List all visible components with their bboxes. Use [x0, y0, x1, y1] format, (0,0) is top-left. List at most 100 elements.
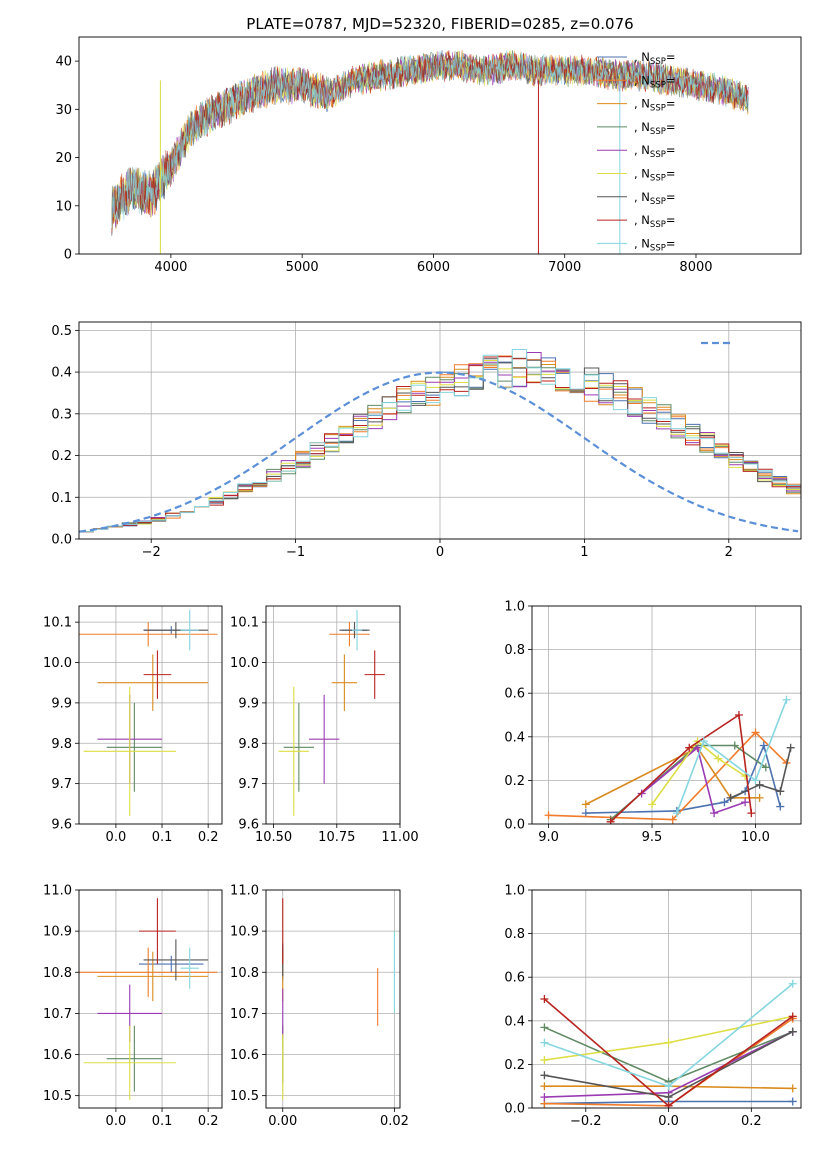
legend-nssp-prefix: , N: [634, 167, 650, 181]
x-tick-label: −1: [286, 545, 305, 560]
x-tick-label: 9.5: [642, 830, 663, 845]
y-tick-label: 9.9: [51, 696, 72, 711]
x-tick-label: 0.2: [741, 1114, 762, 1129]
legend-nssp-sub: SSP: [650, 197, 666, 207]
x-tick-label: 9.0: [538, 830, 559, 845]
legend-nssp-eq: =: [666, 97, 676, 111]
x-tick-label: 8000: [679, 260, 712, 275]
legend-nssp-eq: =: [666, 50, 676, 64]
y-tick-label: 40: [55, 55, 72, 70]
y-tick-label: 10.8: [43, 966, 72, 981]
weight-point-4-3: [741, 798, 750, 807]
legend-nssp-eq: =: [666, 143, 676, 157]
residual-hist-7: [79, 356, 801, 533]
y-tick-label: 10.9: [230, 925, 259, 940]
weight-point-0-4: [759, 741, 768, 750]
x-tick-label: −0.2: [570, 1114, 602, 1129]
legend-nssp-prefix: , N: [634, 190, 650, 204]
panel-age-vs-z: 0.0 0.1 0.2 9.6 9.7 9.8 9.9 10.0 10.1: [43, 605, 223, 845]
y-tick-label: 0.0: [504, 1102, 525, 1117]
x-tick-label: 1: [580, 545, 588, 560]
x-tick-label: 4000: [154, 260, 187, 275]
residual-hist-8: [79, 349, 801, 533]
y-tick-label: 11.0: [43, 884, 72, 899]
weight-point-8-3: [782, 695, 791, 704]
axes-frame: [531, 605, 802, 825]
y-tick-label: 0.2: [51, 449, 72, 464]
panel-weight-vs-z: −0.2 0.0 0.2 0.0 0.2 0.4 0.6 0.8 1.0: [504, 884, 802, 1129]
x-tick-label: −2: [142, 545, 161, 560]
y-tick-label: 0.1: [51, 491, 72, 506]
legend-nssp-prefix: , N: [634, 50, 650, 64]
weight-line-7: [610, 713, 753, 823]
figure-title: PLATE=0787, MJD=52320, FIBERID=0285, z=0…: [246, 15, 633, 33]
weight-point-7-1: [664, 1101, 673, 1108]
plot-area: [540, 979, 797, 1108]
weight-point-7-0: [540, 995, 549, 1003]
legend-label-7: , NSSP=: [634, 213, 675, 230]
x-tick-label: 0.0: [658, 1114, 679, 1129]
panel-mass-vs-z: 0.0 0.1 0.2 10.5 10.6 10.7 10.8 10.9 11.0: [43, 884, 223, 1129]
y-tick-label: 10: [55, 199, 72, 214]
legend-nssp-eq: =: [666, 120, 676, 134]
plot-area: [79, 349, 801, 533]
y-tick-label: 0.2: [504, 774, 525, 789]
weight-line-8: [676, 699, 788, 814]
weight-point-6-2: [776, 787, 785, 796]
x-tick-label: 0.0: [106, 830, 127, 845]
y-tick-label: 9.6: [51, 818, 72, 833]
x-tick-label: 10.0: [741, 830, 770, 845]
weight-point-0-0: [581, 809, 590, 818]
residual-hist-0: [79, 357, 801, 533]
y-tick-label: 9.9: [238, 696, 259, 711]
weight-point-2-0: [540, 1082, 549, 1091]
legend-label-8: , NSSP=: [634, 236, 675, 253]
legend-nssp-sub: SSP: [650, 174, 666, 184]
legend-nssp-sub: SSP: [650, 80, 666, 90]
weight-point-5-0: [540, 1056, 549, 1065]
weight-point-3-2: [730, 741, 739, 750]
legend-nssp-prefix: , N: [634, 143, 650, 157]
weight-point-2-0: [581, 800, 590, 809]
y-tick-label: 0.2: [504, 1058, 525, 1073]
x-tick-label: 10.50: [255, 830, 292, 845]
legend-nssp-prefix: , N: [634, 213, 650, 227]
y-tick-label: 0.4: [504, 1014, 525, 1029]
legend-nssp-eq: =: [666, 236, 676, 250]
axes-frame: [265, 605, 401, 825]
residual-hist-5: [79, 360, 801, 533]
y-tick-label: 0.0: [51, 533, 72, 548]
spectrum-line-7: [111, 50, 749, 234]
weight-point-6-1: [664, 1093, 673, 1102]
y-tick-label: 1.0: [504, 600, 525, 615]
legend-nssp-eq: =: [666, 190, 676, 204]
axes-frame: [265, 889, 401, 1109]
legend-nssp-prefix: , N: [634, 97, 650, 111]
y-tick-label: 9.7: [238, 777, 259, 792]
y-tick-label: 10.0: [43, 656, 72, 671]
y-tick-label: 0.4: [51, 366, 72, 381]
weight-point-6-2: [788, 1027, 797, 1036]
x-tick-label: 6000: [417, 260, 450, 275]
legend-nssp-prefix: , N: [634, 73, 650, 87]
weight-point-0-2: [788, 1097, 797, 1106]
legend-nssp-prefix: , N: [634, 120, 650, 134]
weight-line-5: [651, 740, 746, 805]
x-tick-label: 7000: [548, 260, 581, 275]
legend-label-4: , NSSP=: [634, 143, 675, 160]
x-tick-label: 10.75: [318, 830, 355, 845]
weight-point-7-2: [788, 1012, 797, 1021]
weight-line-2: [585, 746, 760, 806]
axes-frame: [531, 889, 802, 1109]
x-tick-label: 0.2: [198, 1114, 219, 1129]
weight-line-4: [641, 746, 746, 815]
y-tick-label: 0.8: [504, 643, 525, 658]
weight-point-8-0: [540, 1038, 549, 1047]
weight-point-6-0: [726, 793, 735, 802]
panel-age-vs-mass: 10.50 10.75 11.00 9.6 9.7 9.8 9.9 10.0 10.1: [230, 605, 419, 845]
plot-area: [111, 50, 749, 254]
y-tick-label: 10.7: [43, 1007, 72, 1022]
x-tick-label: 11.00: [381, 830, 418, 845]
legend-label-5: , NSSP=: [634, 167, 675, 184]
